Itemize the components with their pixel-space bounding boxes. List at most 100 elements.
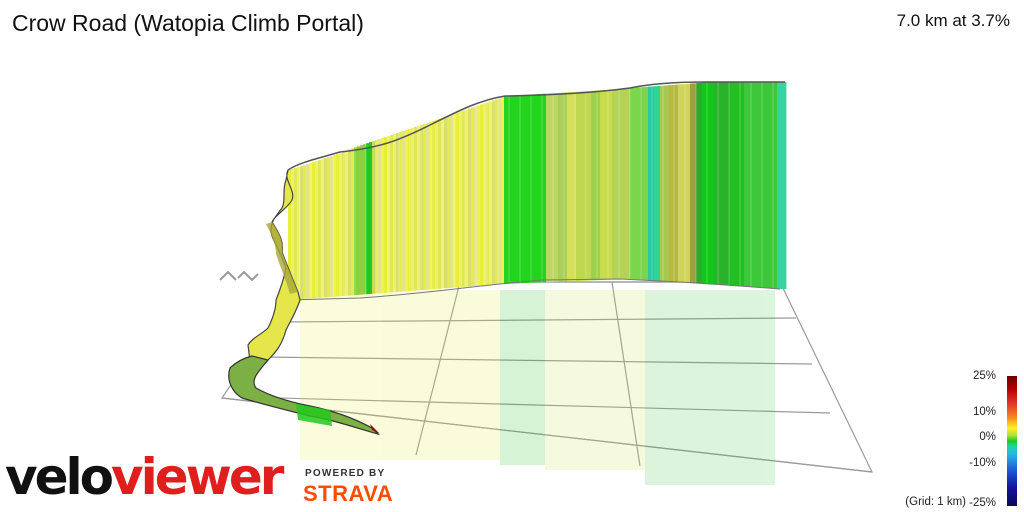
wall-stripe xyxy=(729,82,733,286)
wall-stripe xyxy=(777,82,781,289)
logo-viewer-text: viewer xyxy=(111,448,284,506)
wall-base-outline xyxy=(287,278,781,301)
elevation-wall xyxy=(288,82,787,300)
wall-stripe xyxy=(426,122,430,290)
wall-stripe xyxy=(537,94,541,283)
legend-label-25: 25% xyxy=(972,370,996,382)
wall-stripe xyxy=(756,82,760,288)
wall-stripe xyxy=(717,82,721,286)
wall-stripe xyxy=(582,91,586,281)
wall-stripe xyxy=(345,150,349,296)
wall-stripe xyxy=(540,93,544,283)
wall-stripe xyxy=(552,93,556,282)
wall-stripe xyxy=(339,153,343,297)
veloviewer-logo[interactable]: veloviewer xyxy=(5,452,284,502)
wall-stripe xyxy=(573,91,577,282)
wall-stripe xyxy=(771,82,775,289)
wall-stripe xyxy=(765,82,769,288)
wall-stripe xyxy=(438,118,442,289)
wall-stripe xyxy=(357,146,361,295)
wall-stripe xyxy=(693,83,697,284)
wall-stripe xyxy=(726,82,730,286)
wall-stripe xyxy=(336,154,340,297)
wall-stripe xyxy=(528,94,532,283)
wall-stripe xyxy=(477,105,481,286)
wall-stripe xyxy=(588,91,592,281)
wall-stripe xyxy=(657,85,661,282)
wall-reflection xyxy=(300,290,775,485)
wall-stripe xyxy=(732,82,736,286)
climb-stats: 7.0 km at 3.7% xyxy=(896,11,1010,30)
wall-stripe xyxy=(390,135,394,293)
wall-stripe xyxy=(321,159,325,298)
wall-stripe xyxy=(393,133,397,293)
wall-stripe xyxy=(678,84,682,283)
wall-stripe xyxy=(444,116,448,289)
wall-stripe xyxy=(492,100,496,285)
grid-scale-note: (Grid: 1 km) xyxy=(905,496,966,508)
wall-stripe xyxy=(468,108,472,287)
wall-stripe xyxy=(348,149,352,296)
wall-stripe xyxy=(423,123,427,290)
wall-stripe xyxy=(549,93,553,283)
wall-stripe xyxy=(498,98,502,285)
wall-stripe xyxy=(450,114,454,288)
wall-stripe xyxy=(510,95,514,284)
wall-stripe xyxy=(414,126,418,291)
wall-stripe xyxy=(297,167,301,300)
wall-stripe xyxy=(456,112,460,288)
legend-label-0: 0% xyxy=(979,431,996,443)
wall-stripe xyxy=(378,139,382,294)
wall-stripe xyxy=(420,124,424,291)
wall-stripe xyxy=(750,82,754,288)
wall-stripe xyxy=(525,94,529,283)
wall-stripe xyxy=(381,138,385,294)
gradient-color-scale xyxy=(1007,376,1017,506)
wall-stripe xyxy=(567,92,571,282)
wall-stripe xyxy=(705,82,709,285)
wall-stripe xyxy=(627,88,631,280)
wall-stripe xyxy=(753,82,757,288)
wall-stripe xyxy=(333,155,337,297)
wall-stripe xyxy=(519,95,523,284)
wall-stripe xyxy=(600,90,604,280)
wall-stripe xyxy=(294,168,298,300)
wall-stripe xyxy=(474,106,478,287)
wall-stripe xyxy=(546,93,550,283)
wall-stripe xyxy=(621,89,625,280)
wall-stripe xyxy=(465,109,469,287)
wall-stripe xyxy=(669,85,673,283)
wall-stripe xyxy=(363,144,367,295)
wall-stripe xyxy=(486,102,490,286)
wall-stripe xyxy=(462,110,466,287)
wall-stripe xyxy=(441,117,445,289)
wall-stripe xyxy=(642,87,646,281)
wall-stripe xyxy=(672,84,676,283)
wall-stripe xyxy=(663,85,667,282)
wall-stripe xyxy=(408,128,412,291)
wall-stripe xyxy=(636,87,640,280)
wall-stripe xyxy=(369,142,373,294)
wall-stripe xyxy=(435,119,439,289)
wall-descent-green xyxy=(296,404,332,426)
strava-logo[interactable]: STRAVA xyxy=(303,481,394,506)
wall-stripe xyxy=(501,97,505,284)
wall-stripe xyxy=(453,113,457,288)
wall-descent-section xyxy=(228,355,381,436)
wall-stripe xyxy=(675,84,679,283)
wall-stripe xyxy=(351,148,355,296)
wall-stripe xyxy=(684,83,688,283)
wall-stripe xyxy=(696,83,700,284)
wall-stripe xyxy=(618,89,622,280)
wall-stripe xyxy=(372,141,376,294)
wall-shadow-strip xyxy=(266,222,298,294)
wall-stripe xyxy=(531,94,535,283)
rotate-arrows-icon[interactable] xyxy=(219,270,259,282)
page-title: Crow Road (Watopia Climb Portal) xyxy=(12,10,364,36)
wall-stripe xyxy=(504,96,508,284)
wall-stripe xyxy=(411,127,415,291)
wall-stripe xyxy=(606,89,610,280)
wall-stripe xyxy=(342,151,346,296)
wall-stripe xyxy=(570,92,574,282)
